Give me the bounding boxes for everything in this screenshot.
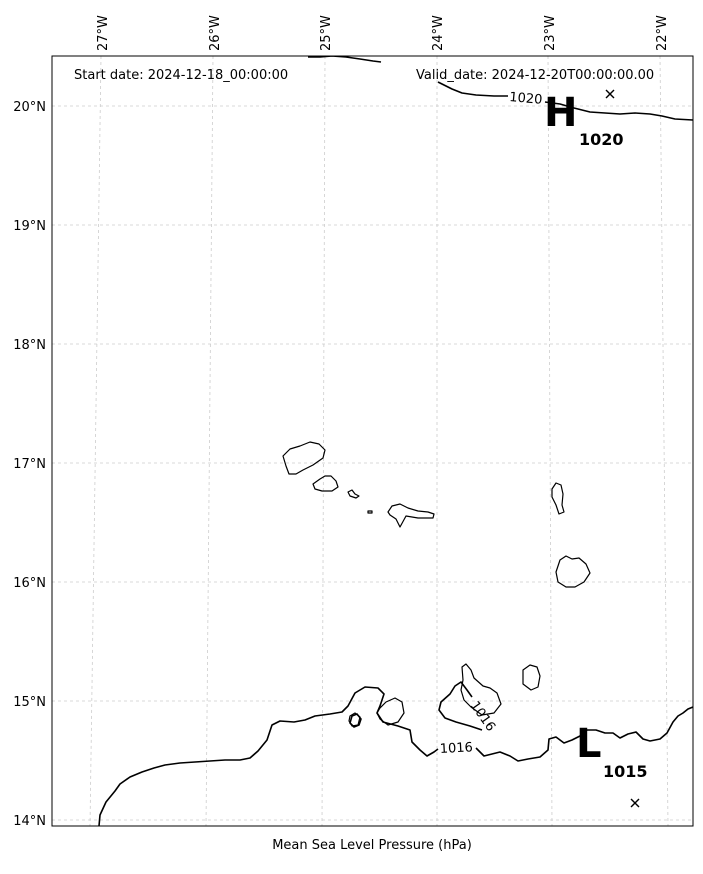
island-sal — [551, 482, 565, 515]
isobar-top-arc — [308, 56, 382, 63]
latitude-labels: 20°N 19°N 18°N 17°N 16°N 15°N 14°N — [13, 100, 46, 829]
lat-label-18n: 18°N — [13, 338, 46, 353]
meridian-line — [321, 56, 326, 826]
lon-label-23w: 23°W — [543, 15, 558, 51]
high-pressure-center: H 1020 — [544, 89, 624, 149]
isobar-1020 — [437, 81, 693, 121]
x-mark-icon — [605, 89, 615, 99]
map-frame — [51, 55, 694, 827]
low-letter: L — [576, 721, 602, 767]
isobar-1016 — [98, 686, 693, 826]
meridian-line — [89, 56, 102, 826]
island-sao-vicente — [312, 475, 339, 492]
lat-label-15n: 15°N — [13, 695, 46, 710]
meridian-line — [659, 56, 669, 826]
contour-label-lower: 1016 — [439, 740, 473, 757]
high-letter: H — [544, 90, 577, 136]
meridian-line — [205, 56, 214, 826]
low-value: 1015 — [603, 762, 648, 781]
lon-label-22w: 22°W — [655, 15, 670, 51]
island-maio — [522, 664, 541, 691]
lat-label-19n: 19°N — [13, 219, 46, 234]
valid-date-label: Valid_date: 2024-12-20T00:00:00.00 — [416, 68, 654, 83]
island-santa-luzia — [347, 489, 360, 499]
parallel-grid — [52, 105, 693, 821]
meridian-grid — [89, 56, 669, 826]
map-area — [52, 56, 693, 826]
lat-label-20n: 20°N — [13, 100, 46, 115]
lon-label-27w: 27°W — [96, 15, 111, 51]
isobar-small-loop — [349, 713, 362, 728]
island-boa-vista — [555, 555, 591, 588]
x-mark-icon — [630, 798, 640, 808]
map-caption: Mean Sea Level Pressure (hPa) — [272, 838, 472, 853]
lat-label-14n: 14°N — [13, 814, 46, 829]
lon-label-24w: 24°W — [431, 15, 446, 51]
meridian-line — [547, 56, 553, 826]
isobar-inner — [438, 681, 483, 731]
low-pressure-center: L 1015 — [576, 721, 648, 808]
island-sao-nicolau — [387, 503, 435, 528]
island-santiago — [460, 663, 502, 716]
contour-label-upper: 1020 — [509, 90, 543, 108]
high-value: 1020 — [579, 130, 624, 149]
island-santo-antao — [282, 441, 326, 475]
start-date-label: Start date: 2024-12-18_00:00:00 — [74, 68, 288, 83]
lon-label-26w: 26°W — [208, 15, 223, 51]
isobars — [98, 56, 693, 826]
lon-label-25w: 25°W — [319, 15, 334, 51]
lat-label-17n: 17°N — [13, 457, 46, 472]
coastlines — [282, 441, 591, 727]
longitude-labels: 27°W 26°W 25°W 24°W 23°W 22°W — [96, 15, 670, 51]
lat-label-16n: 16°N — [13, 576, 46, 591]
island-raso — [367, 510, 373, 514]
